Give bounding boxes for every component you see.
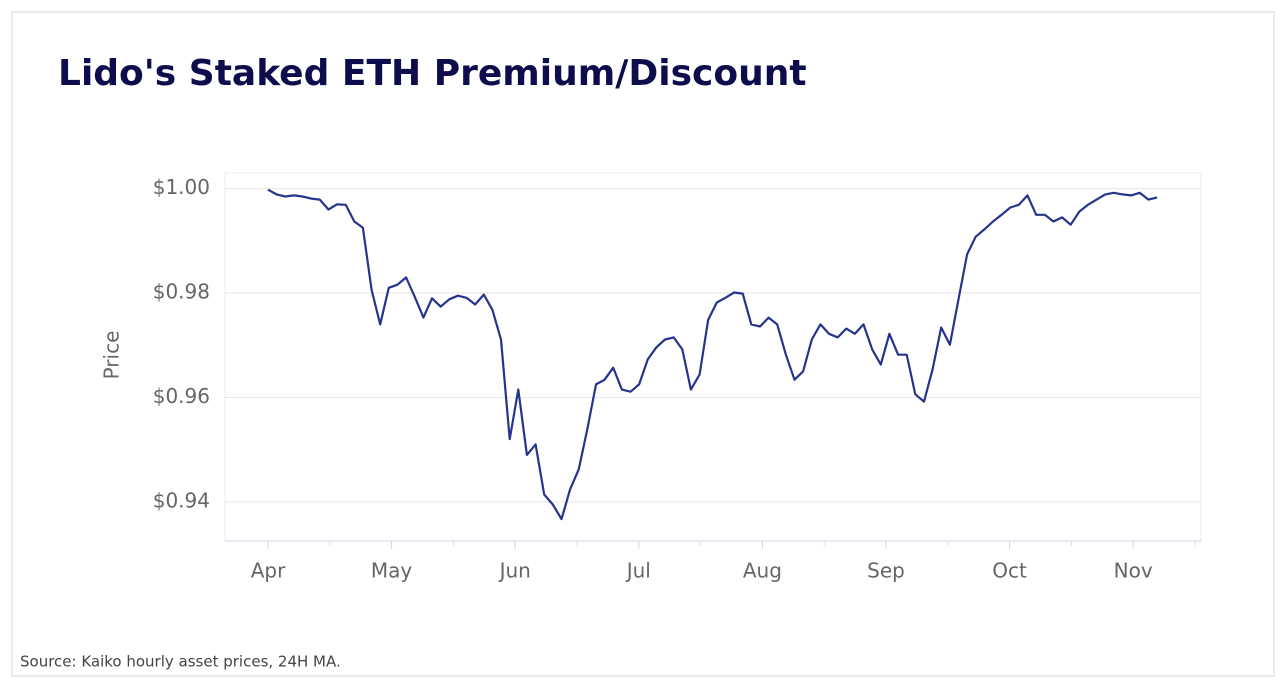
x-tick-label: Aug bbox=[743, 559, 782, 583]
x-tick-label: Nov bbox=[1114, 559, 1153, 583]
source: Source: Kaiko hourly asset prices, 24H M… bbox=[20, 653, 341, 671]
y-tick-label: $0.96 bbox=[153, 384, 210, 408]
x-tick-label: May bbox=[371, 559, 413, 583]
y-axis-label: Price bbox=[100, 331, 124, 380]
x-tick-label: Jul bbox=[625, 559, 651, 583]
y-tick-label: $0.94 bbox=[153, 488, 210, 512]
x-tick-label: Apr bbox=[251, 559, 286, 583]
line bbox=[267, 188, 1158, 521]
x-tick-label: Oct bbox=[992, 559, 1027, 583]
y-tick-label: $0.98 bbox=[153, 280, 210, 304]
frame bbox=[11, 11, 1275, 677]
x-tick-label: Jun bbox=[498, 559, 531, 583]
y-tick-label: $1.00 bbox=[153, 175, 210, 199]
chart-title: Lido's Staked ETH Premium/Discount bbox=[58, 53, 807, 94]
x-tick-label: Sep bbox=[867, 559, 905, 583]
